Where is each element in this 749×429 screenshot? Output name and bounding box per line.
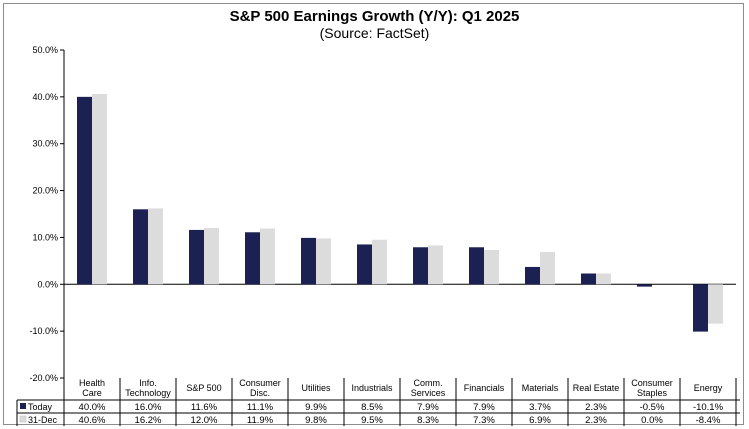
chart-frame [3,3,744,425]
data-value-label: 16.0% [135,402,162,413]
category-label: Services [411,388,446,398]
chart-title: S&P 500 Earnings Growth (Y/Y): Q1 2025 [229,8,520,25]
bar-today [301,237,316,285]
data-value-label: 3.7% [529,402,551,413]
category-label: Technology [125,388,171,398]
y-tick-label: 0.0% [37,279,58,289]
data-value-label: 11.1% [247,402,274,413]
data-value-label: 2.3% [585,415,607,426]
data-value-label: -0.5% [640,402,665,413]
category-label: Energy [694,383,723,393]
data-value-label: 6.9% [529,415,551,426]
bar-today [413,247,428,285]
category-label: Utilities [301,383,331,393]
category-label: Health [79,378,105,388]
data-value-label: 9.5% [361,415,383,426]
data-value-label: 40.0% [79,402,106,413]
data-value-label: 7.3% [473,415,495,426]
y-tick-label: 20.0% [32,186,58,196]
y-tick-label: -20.0% [29,373,58,383]
data-value-label: 8.3% [417,415,439,426]
legend-swatch [20,403,26,409]
bar-31-dec [148,208,163,285]
bar-today [469,247,484,285]
category-label: Consumer [631,378,673,388]
category-label: Financials [464,383,505,393]
bar-today [525,266,540,285]
bar-today [637,284,652,287]
data-value-label: -8.4% [696,415,721,426]
bar-31-dec [260,228,275,285]
bar-31-dec [596,273,611,285]
bar-today [581,273,596,285]
bar-today [133,209,148,285]
y-tick-label: -10.0% [29,326,58,336]
data-value-label: 11.6% [191,402,218,413]
data-value-label: 11.9% [247,415,274,426]
bar-31-dec [204,228,219,285]
category-label: Info. [139,378,157,388]
category-label: Comm. [414,378,443,388]
bar-31-dec [540,251,555,285]
bar-today [357,244,372,285]
category-label: Consumer [239,378,281,388]
bar-today [189,229,204,285]
y-tick-label: 50.0% [32,45,58,55]
chart-subtitle: (Source: FactSet) [319,25,430,41]
data-value-label: 7.9% [473,402,495,413]
data-value-label: -10.1% [693,402,724,413]
bar-today [693,284,708,332]
y-tick-label: 30.0% [32,139,58,149]
y-tick-label: 10.0% [32,232,58,242]
bar-31-dec [428,245,443,285]
legend-label: Today [28,402,53,412]
bar-31-dec [708,284,723,324]
bar-31-dec [316,238,331,285]
bar-31-dec [484,250,499,285]
category-label: Staples [637,388,668,398]
data-value-label: 12.0% [191,415,218,426]
data-value-label: 8.5% [361,402,383,413]
category-label: Disc. [250,388,270,398]
category-label: Care [82,388,102,398]
bar-today [77,96,92,285]
category-label: Industrials [351,383,393,393]
data-value-label: 9.8% [305,415,327,426]
data-value-label: 2.3% [585,402,607,413]
legend-swatch [19,415,27,423]
data-value-label: 40.6% [79,415,106,426]
bar-today [245,232,260,285]
bar-31-dec [92,94,107,285]
category-label: Materials [522,383,559,393]
data-value-label: 7.9% [417,402,439,413]
legend-label: 31-Dec [28,415,58,425]
data-value-label: 0.0% [641,415,663,426]
category-label: S&P 500 [186,383,221,393]
data-value-label: 16.2% [135,415,162,426]
category-label: Real Estate [573,383,620,393]
data-value-label: 9.9% [305,402,327,413]
bar-31-dec [372,239,387,285]
y-tick-label: 40.0% [32,92,58,102]
